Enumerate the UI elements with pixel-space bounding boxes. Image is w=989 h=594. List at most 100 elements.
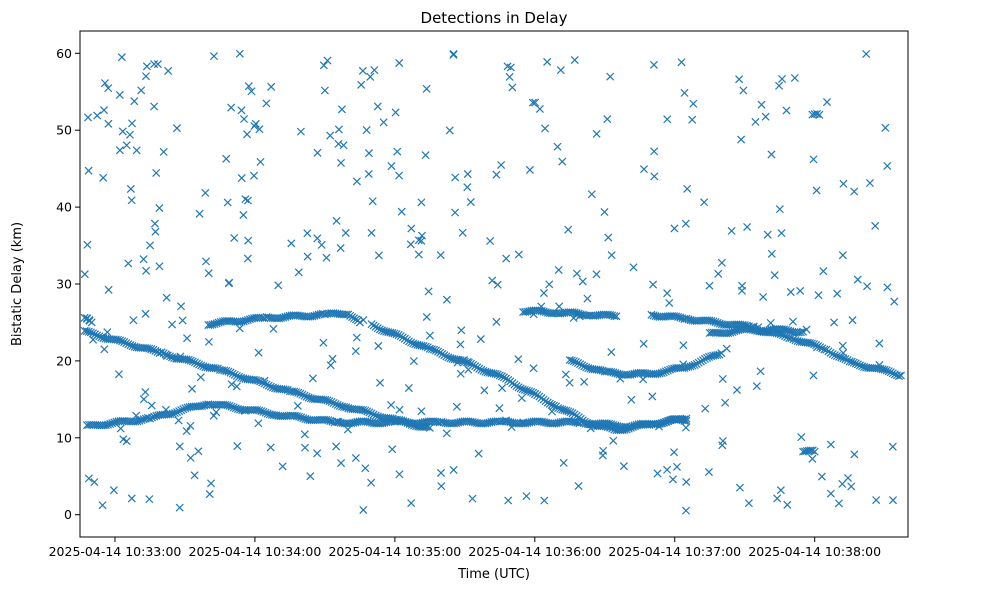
detection-clutter <box>665 298 674 308</box>
detection-track-9 <box>789 335 798 344</box>
detection-clutter <box>130 97 139 106</box>
detection-track-2 <box>170 409 179 418</box>
detection-clutter <box>464 365 473 374</box>
detection-clutter <box>99 173 108 182</box>
detection-clutter <box>539 289 548 298</box>
detection-track-5 <box>434 347 443 356</box>
detection-clutter <box>751 117 760 126</box>
detection-clutter <box>162 293 171 302</box>
y-tick-label: 50 <box>56 123 72 138</box>
detection-track-1 <box>147 345 156 354</box>
detection-clutter <box>466 198 475 207</box>
detection-clutter <box>313 148 322 157</box>
detection-clutter <box>756 367 765 376</box>
detection-clutter <box>839 349 848 358</box>
detection-clutter <box>176 352 185 361</box>
detection-clutter <box>186 453 195 462</box>
detection-clutter <box>501 416 511 425</box>
detection-clutter <box>883 283 892 292</box>
detection-clutter <box>436 251 445 260</box>
detection-clutter <box>553 142 562 151</box>
detection-track-1 <box>151 346 160 355</box>
detection-clutter <box>195 209 204 218</box>
detection-track-9 <box>826 348 835 357</box>
detection-track-2 <box>177 406 186 415</box>
detection-track-8 <box>692 359 701 368</box>
detection-clutter <box>670 224 679 233</box>
detection-clutter <box>802 325 811 334</box>
detection-clutter <box>809 155 818 164</box>
detection-clutter <box>125 130 134 139</box>
detection-clutter <box>493 280 502 289</box>
detection-track-1 <box>367 409 376 418</box>
detection-clutter <box>714 269 723 278</box>
detection-clutter <box>604 233 613 242</box>
detection-clutter <box>177 302 186 311</box>
detection-clutter <box>529 364 538 373</box>
detection-clutter <box>775 81 784 90</box>
detection-clutter <box>752 382 761 391</box>
detection-clutter <box>417 198 426 207</box>
detection-clutter <box>358 66 367 75</box>
detection-clutter <box>391 416 400 425</box>
detection-clutter <box>607 348 616 357</box>
detection-track-1 <box>266 382 275 391</box>
detection-track-5 <box>545 399 554 408</box>
detection-clutter <box>600 207 609 217</box>
detection-clutter <box>141 72 150 81</box>
detection-track-1 <box>365 408 374 417</box>
detection-clutter <box>409 357 418 366</box>
detection-track-5 <box>549 401 559 410</box>
detection-clutter <box>414 250 423 259</box>
detection-track-1 <box>302 392 311 401</box>
x-tick-label: 2025-04-14 10:38:00 <box>748 544 881 559</box>
detection-track-1 <box>327 397 336 407</box>
detection-clutter <box>449 465 458 474</box>
detection-clutter <box>545 280 554 289</box>
detection-track-6 <box>662 417 671 426</box>
detection-clutter <box>492 317 501 326</box>
detection-clutter <box>209 52 219 61</box>
detection-clutter <box>778 74 787 83</box>
detection-track-9 <box>851 359 860 368</box>
detection-clutter <box>186 421 195 430</box>
detection-clutter <box>205 490 214 499</box>
detection-clutter <box>83 113 93 122</box>
detection-clutter <box>737 286 747 295</box>
detection-clutter <box>317 240 326 249</box>
detection-clutter <box>124 259 133 268</box>
detection-clutter <box>151 227 160 236</box>
detection-clutter <box>663 115 672 124</box>
detection-clutter <box>395 405 404 414</box>
detection-clutter <box>99 106 109 115</box>
detection-track-9 <box>849 358 858 367</box>
detection-clutter <box>267 82 276 91</box>
detection-clutter <box>269 324 278 333</box>
detection-clutter <box>572 269 581 278</box>
detection-clutter <box>336 158 346 167</box>
detection-clutter <box>681 506 691 515</box>
detection-track-1 <box>211 364 220 373</box>
detection-clutter <box>337 105 346 114</box>
detection-track-9 <box>832 352 841 361</box>
detection-clutter <box>704 468 713 477</box>
detection-track-5 <box>392 330 401 339</box>
detection-clutter <box>172 124 181 133</box>
detection-clutter <box>452 402 461 411</box>
detection-track-8 <box>580 362 589 371</box>
detection-clutter <box>583 294 592 303</box>
detection-clutter <box>175 503 184 512</box>
detection-clutter <box>436 468 446 477</box>
detection-clutter <box>718 374 727 383</box>
detection-clutter <box>249 171 259 180</box>
detection-track-1 <box>361 406 370 415</box>
detection-track-1 <box>88 329 98 338</box>
detection-clutter <box>578 277 587 286</box>
detection-clutter <box>104 84 113 93</box>
detection-clutter <box>514 250 523 259</box>
detection-clutter <box>391 108 400 117</box>
detection-clutter <box>468 494 477 503</box>
detection-track-8 <box>574 358 583 368</box>
detection-clutter <box>639 375 648 384</box>
detection-clutter <box>555 302 564 311</box>
